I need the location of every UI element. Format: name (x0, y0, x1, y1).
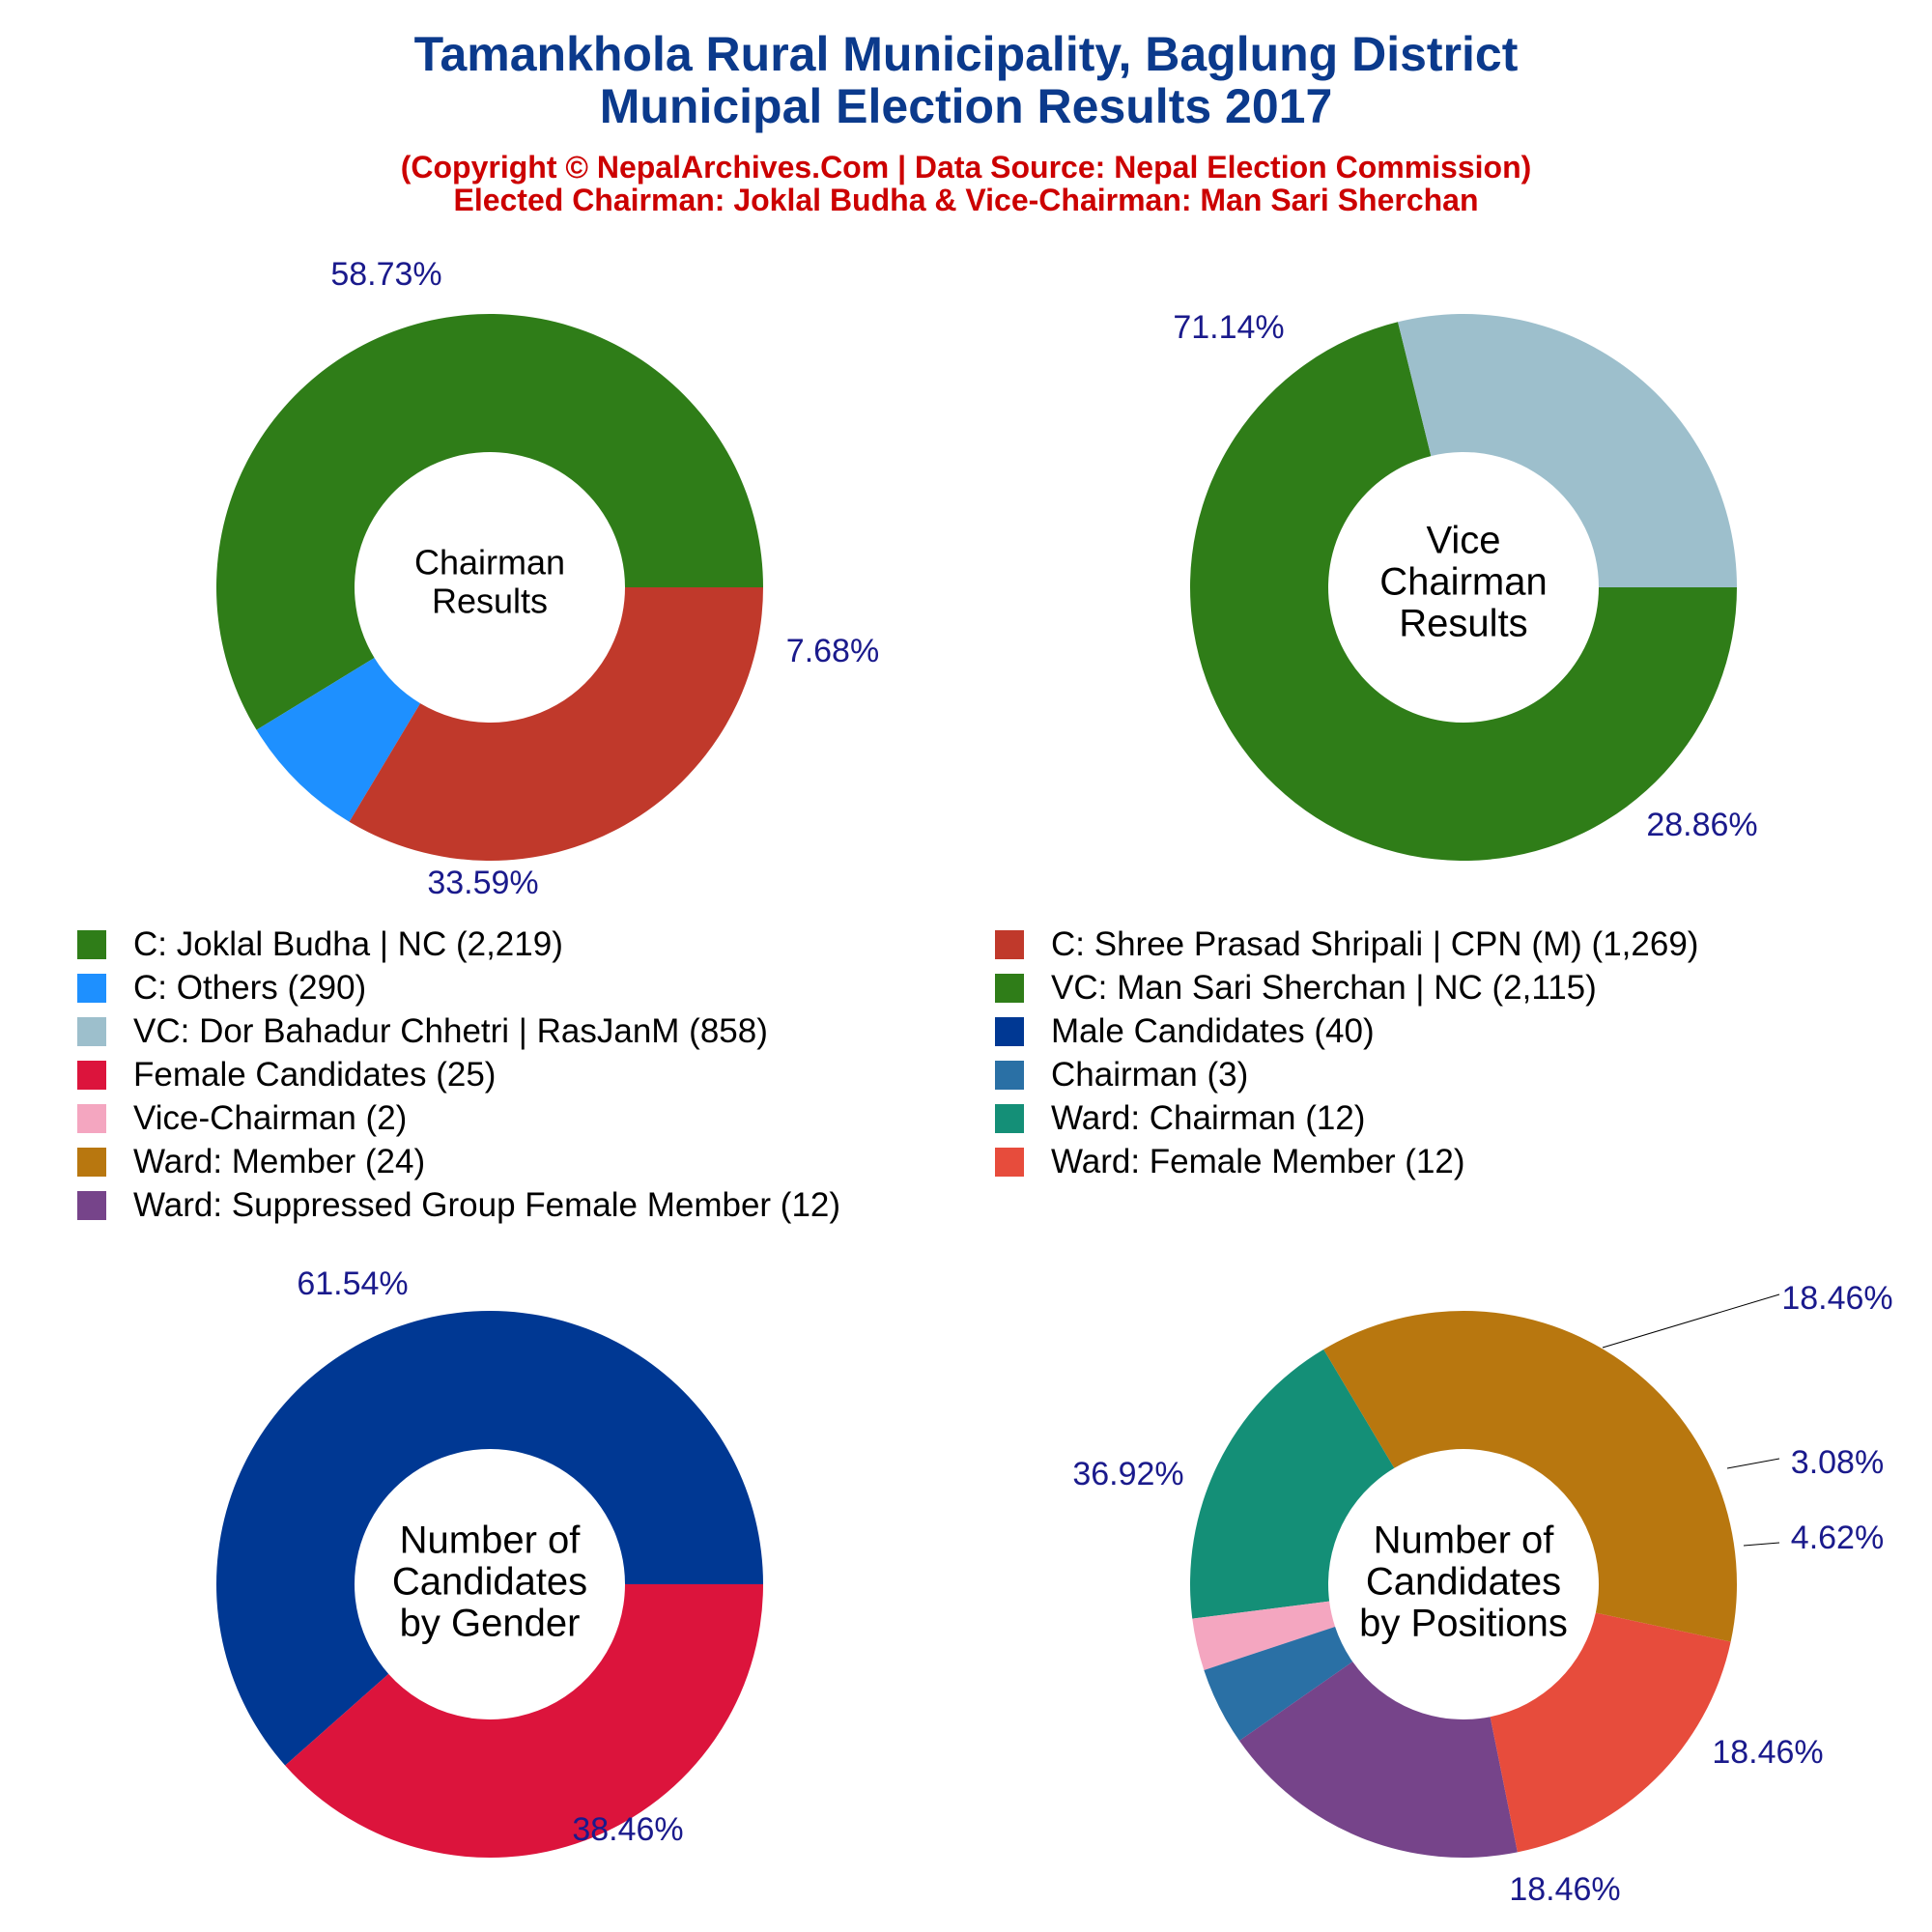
legend-label: Chairman (3) (1051, 1056, 1249, 1094)
chart-subtitle-line1: (Copyright © NepalArchives.Com | Data So… (400, 150, 1532, 185)
legend-swatch (995, 974, 1024, 1003)
legend-item: VC: Man Sari Sherchan | NC (2,115) (995, 969, 1597, 1008)
legend-label: Ward: Member (24) (133, 1143, 426, 1180)
legend-item: C: Others (290) (77, 969, 366, 1008)
legend-item: Vice-Chairman (2) (77, 1099, 407, 1138)
slice-percent-label: 7.68% (786, 633, 879, 669)
donut-center-label: Chairman (414, 543, 565, 582)
legend-label: Male Candidates (40) (1051, 1012, 1375, 1050)
donut-center-label: by Positions (1359, 1603, 1568, 1645)
legend-label: VC: Dor Bahadur Chhetri | RasJanM (858) (133, 1012, 768, 1050)
slice-percent-label: 61.54% (297, 1265, 408, 1302)
legend-label: C: Shree Prasad Shripali | CPN (M) (1,26… (1051, 925, 1699, 963)
slice-percent-label: 58.73% (330, 256, 441, 293)
slice-percent-label: 18.46% (1712, 1734, 1823, 1771)
donut-slice (1490, 1612, 1731, 1853)
donut-slice (216, 1311, 764, 1766)
slice-percent-label: 28.86% (1646, 807, 1757, 843)
legend-label: Ward: Female Member (12) (1051, 1143, 1465, 1180)
donut-slice (1204, 1627, 1353, 1742)
donut-slice (1190, 322, 1737, 862)
legend-label: VC: Man Sari Sherchan | NC (2,115) (1051, 969, 1597, 1007)
donut-slice (349, 587, 763, 861)
donut-center-label: Number of (400, 1520, 582, 1562)
legend-label: C: Joklal Budha | NC (2,219) (133, 925, 563, 963)
legend-label: Female Candidates (25) (133, 1056, 497, 1094)
chart-title-line1: Tamankhola Rural Municipality, Baglung D… (413, 27, 1519, 81)
slice-percent-label: 33.59% (427, 865, 538, 901)
legend-swatch (995, 1017, 1024, 1046)
legend-item: Male Candidates (40) (995, 1012, 1375, 1051)
legend-swatch (77, 1191, 106, 1220)
donut-center-label: Results (1399, 603, 1527, 645)
label-leader-line (1602, 1293, 1780, 1349)
donut-center-label: Candidates (1366, 1561, 1561, 1604)
legend-swatch (77, 1017, 106, 1046)
legend-item: Ward: Female Member (12) (995, 1143, 1465, 1181)
slice-percent-label: 18.46% (1781, 1280, 1892, 1317)
legend-swatch (77, 1104, 106, 1133)
donut-slice (215, 313, 763, 730)
donut-slice (1192, 1601, 1336, 1670)
donut-slice (1323, 1311, 1737, 1642)
legend-item: Ward: Suppressed Group Female Member (12… (77, 1186, 840, 1225)
donut-center-label: Chairman (1379, 561, 1547, 604)
donut-center-label: by Gender (400, 1603, 581, 1645)
legend-item: Ward: Chairman (12) (995, 1099, 1365, 1138)
legend-swatch (995, 1061, 1024, 1090)
legend-label: Ward: Chairman (12) (1051, 1099, 1366, 1137)
chart-subtitle-line2: Elected Chairman: Joklal Budha & Vice-Ch… (453, 183, 1479, 217)
donut-slice (256, 658, 421, 822)
label-leader-line (1726, 1458, 1780, 1469)
slice-percent-label: 3.08% (1791, 1444, 1884, 1481)
label-leader-line (1743, 1542, 1780, 1547)
donut-slice (1190, 1349, 1395, 1619)
legend-item: C: Shree Prasad Shripali | CPN (M) (1,26… (995, 925, 1698, 964)
donut-slice (1238, 1662, 1518, 1858)
legend-item: Ward: Member (24) (77, 1143, 425, 1181)
slice-percent-label: 71.14% (1173, 309, 1284, 346)
legend-item: C: Joklal Budha | NC (2,219) (77, 925, 563, 964)
legend-swatch (77, 930, 106, 959)
legend-swatch (995, 930, 1024, 959)
donut-slice (1398, 314, 1737, 587)
legend-label: C: Others (290) (133, 969, 367, 1007)
chart-title-line2: Municipal Election Results 2017 (599, 79, 1333, 133)
legend-swatch (77, 974, 106, 1003)
legend-swatch (77, 1148, 106, 1177)
legend-item: VC: Dor Bahadur Chhetri | RasJanM (858) (77, 1012, 768, 1051)
legend-item: Female Candidates (25) (77, 1056, 496, 1094)
slice-percent-label: 18.46% (1509, 1871, 1620, 1908)
legend-swatch (995, 1148, 1024, 1177)
slice-percent-label: 36.92% (1072, 1456, 1183, 1492)
legend-label: Vice-Chairman (2) (133, 1099, 408, 1137)
slice-percent-label: 38.46% (572, 1811, 683, 1848)
donut-center-label: Results (432, 582, 548, 621)
slice-percent-label: 4.62% (1791, 1520, 1884, 1556)
legend-swatch (77, 1061, 106, 1090)
legend-item: Chairman (3) (995, 1056, 1248, 1094)
donut-center-label: Vice (1426, 520, 1500, 562)
donut-center-label: Candidates (392, 1561, 587, 1604)
legend-label: Ward: Suppressed Group Female Member (12… (133, 1186, 841, 1224)
legend-swatch (995, 1104, 1024, 1133)
donut-slice (285, 1584, 763, 1859)
donut-center-label: Number of (1374, 1520, 1555, 1562)
